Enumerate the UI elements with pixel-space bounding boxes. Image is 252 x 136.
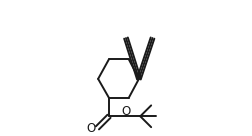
Text: O: O [122, 105, 131, 118]
Text: O: O [87, 122, 96, 135]
